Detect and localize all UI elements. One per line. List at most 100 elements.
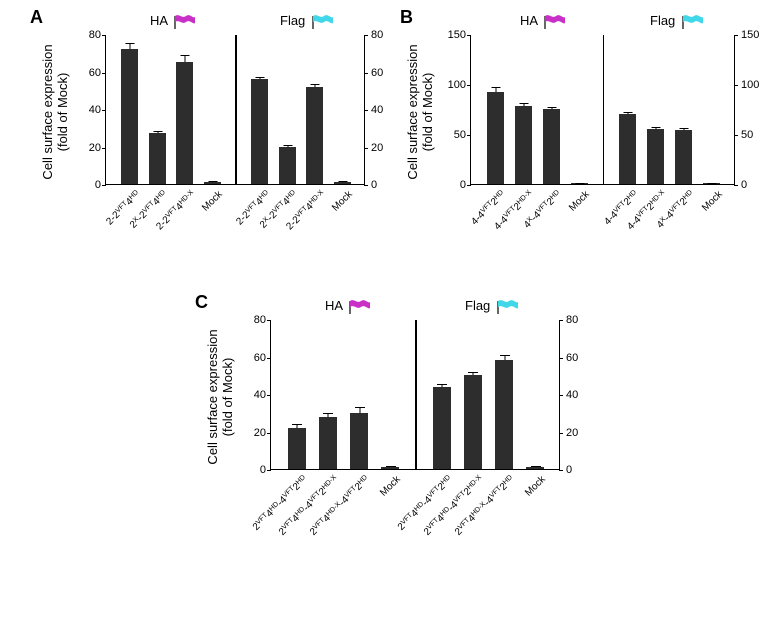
ytick	[364, 148, 368, 149]
bar	[319, 417, 337, 470]
error-bar	[504, 355, 505, 361]
ytick-label: 60	[566, 352, 578, 364]
ytick-label: 150	[741, 29, 759, 41]
error-bar	[185, 55, 186, 63]
ytick-label: 20	[71, 142, 101, 154]
y-axis-title: Cell surface expression(fold of Mock)	[40, 12, 70, 212]
ytick	[267, 358, 271, 359]
ytick-label: 0	[71, 179, 101, 191]
ytick	[364, 185, 368, 186]
bar	[251, 79, 268, 184]
y-axis-title: Cell surface expression(fold of Mock)	[405, 12, 435, 212]
ytick	[559, 320, 563, 321]
panel-A: AHA Flag 002020404060608080Cell surface …	[30, 5, 380, 280]
ytick-label: 100	[436, 79, 466, 91]
ytick-label: 100	[741, 79, 759, 91]
ytick	[467, 85, 471, 86]
ytick-label: 0	[566, 464, 572, 476]
error-bar	[551, 107, 552, 109]
error-bar	[157, 131, 158, 134]
ytick-label: 80	[371, 29, 383, 41]
legend-ha-label: HA	[325, 298, 342, 313]
plot-area	[105, 35, 365, 185]
bar	[176, 62, 193, 184]
ytick-label: 150	[436, 29, 466, 41]
ytick	[734, 85, 738, 86]
error-bar	[656, 127, 657, 129]
bar	[675, 130, 692, 184]
ytick-label: 60	[236, 352, 266, 364]
error-bar	[390, 466, 391, 467]
ytick	[102, 35, 106, 36]
legend-ha: HA	[325, 298, 371, 315]
legend-flag-label: Flag	[280, 13, 305, 28]
divider	[603, 35, 605, 184]
bar	[381, 467, 399, 469]
bar	[495, 360, 513, 469]
bar	[619, 114, 636, 184]
divider	[235, 35, 237, 184]
ytick	[102, 73, 106, 74]
ytick-label: 80	[71, 29, 101, 41]
ytick	[559, 395, 563, 396]
error-bar	[287, 145, 288, 147]
ytick-label: 80	[566, 314, 578, 326]
error-bar	[523, 103, 524, 106]
error-bar	[684, 128, 685, 130]
error-bar	[442, 384, 443, 387]
ytick	[267, 433, 271, 434]
ytick-label: 60	[371, 67, 383, 79]
ytick	[467, 185, 471, 186]
error-bar	[628, 112, 629, 114]
error-bar	[535, 466, 536, 467]
error-bar	[495, 87, 496, 92]
legend-flag-label: Flag	[650, 13, 675, 28]
ytick	[467, 35, 471, 36]
ytick	[559, 358, 563, 359]
error-bar	[212, 181, 213, 182]
divider	[415, 320, 417, 469]
legend-ha-label: HA	[150, 13, 167, 28]
error-bar	[342, 181, 343, 182]
error-bar	[328, 413, 329, 417]
ytick-label: 20	[371, 142, 383, 154]
bar	[647, 129, 664, 184]
error-bar	[260, 77, 261, 79]
ytick-label: 0	[371, 179, 377, 191]
ytick-label: 50	[741, 129, 753, 141]
legend-ha-label: HA	[520, 13, 537, 28]
error-bar	[579, 183, 580, 184]
ytick-label: 40	[236, 389, 266, 401]
ytick	[102, 185, 106, 186]
error-bar	[297, 424, 298, 428]
bar	[487, 92, 504, 184]
ytick	[267, 320, 271, 321]
ytick-label: 40	[371, 104, 383, 116]
ytick	[102, 148, 106, 149]
ytick-label: 20	[566, 427, 578, 439]
ytick	[267, 395, 271, 396]
ytick	[364, 35, 368, 36]
legend-flag: Flag	[465, 298, 519, 315]
ytick-label: 80	[236, 314, 266, 326]
ytick	[559, 433, 563, 434]
panel-B: BHA Flag 005050100100150150Cell surface …	[400, 5, 760, 280]
legend-flag-label: Flag	[465, 298, 490, 313]
ytick-label: 0	[436, 179, 466, 191]
bar	[306, 87, 323, 185]
error-bar	[712, 183, 713, 184]
bar	[350, 413, 368, 469]
legend-ha: HA	[150, 13, 196, 30]
ytick-label: 0	[236, 464, 266, 476]
ytick-label: 60	[71, 67, 101, 79]
ytick-label: 40	[71, 104, 101, 116]
ytick	[102, 110, 106, 111]
bar	[543, 109, 560, 184]
bar	[149, 133, 166, 184]
bar	[433, 387, 451, 470]
ytick	[267, 470, 271, 471]
ytick	[364, 73, 368, 74]
bar	[334, 182, 351, 184]
ytick	[734, 135, 738, 136]
ytick	[734, 35, 738, 36]
